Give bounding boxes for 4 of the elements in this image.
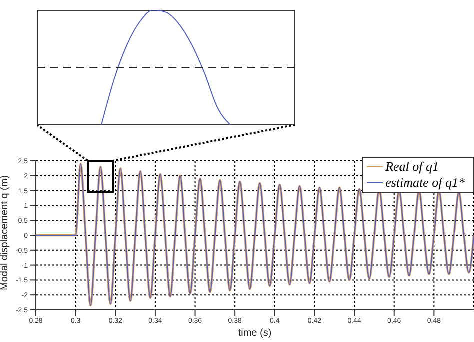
y-axis-title: Modal displacement q (m): [0, 175, 11, 290]
legend-label: Real of q1: [386, 159, 439, 175]
x-axis-title: time (s): [238, 328, 272, 339]
legend-label: estimate of q1*: [386, 175, 465, 191]
